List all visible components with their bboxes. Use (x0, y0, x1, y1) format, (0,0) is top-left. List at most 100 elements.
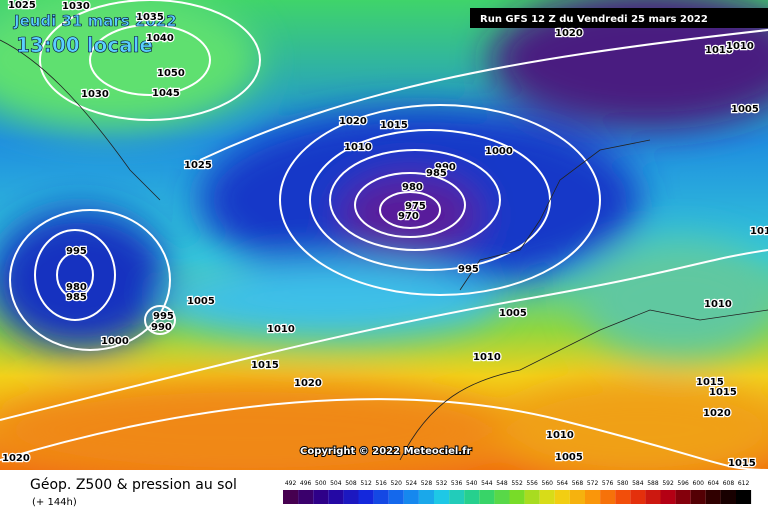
scale-swatch (615, 490, 631, 504)
isobar-label: 1035 (136, 12, 164, 23)
scale-label: 524 (406, 480, 418, 487)
isobar-label: 990 (435, 162, 456, 173)
scale-swatch (373, 490, 389, 504)
run-banner (470, 8, 768, 28)
scale-label: 592 (662, 480, 674, 487)
scale-swatch (509, 490, 525, 504)
isobar-label: 1000 (101, 336, 129, 347)
scale-label: 588 (647, 480, 659, 487)
scale-label: 504 (330, 480, 342, 487)
scale-swatch (283, 490, 299, 504)
scale-swatch (645, 490, 661, 504)
scale-label: 544 (481, 480, 493, 487)
isobar-label: 1025 (8, 0, 36, 11)
scale-label: 520 (391, 480, 403, 487)
isobar-label: 1000 (485, 146, 513, 157)
isobar-label: 970 (398, 211, 419, 222)
isobar-label: 1015 (728, 458, 756, 469)
scale-swatch (449, 490, 465, 504)
scale-swatch (675, 490, 691, 504)
scale-label: 528 (421, 480, 433, 487)
scale-swatch (660, 490, 676, 504)
scale-swatch (585, 490, 601, 504)
isobar-label: 1010 (546, 430, 574, 441)
scale-swatch (343, 490, 359, 504)
scale-swatch (479, 490, 495, 504)
isobar-label: 1010 (473, 352, 501, 363)
scale-swatch (298, 490, 314, 504)
scale-label: 560 (542, 480, 554, 487)
isobar-label: 1015 (696, 377, 724, 388)
copyright: Copyright © 2022 Meteociel.fr (300, 446, 471, 457)
scale-label: 552 (511, 480, 523, 487)
scale-swatch (358, 490, 374, 504)
scale-label: 540 (466, 480, 478, 487)
isobar-label: 1010 (344, 142, 372, 153)
scale-label: 596 (677, 480, 689, 487)
scale-label: 580 (617, 480, 629, 487)
isobars (0, 0, 768, 470)
scale-swatch (630, 490, 646, 504)
scale-label: 600 (693, 480, 705, 487)
scale-swatch (328, 490, 344, 504)
isobar-label: 1010 (726, 41, 754, 52)
scale-swatch (388, 490, 404, 504)
scale-label: 516 (375, 480, 387, 487)
forecast-date: Jeudi 31 mars 2022 (13, 12, 177, 30)
scale-label: 576 (602, 480, 614, 487)
isobar-label: 1010 (705, 45, 733, 56)
scale-swatch (524, 490, 540, 504)
scale-label: 492 (285, 480, 297, 487)
scale-label: 604 (708, 480, 720, 487)
scale-swatch (464, 490, 480, 504)
scale-label: 512 (360, 480, 372, 487)
isobar-label: 995 (66, 246, 87, 257)
isobar-label: 1005 (187, 296, 215, 307)
scale-label: 500 (315, 480, 327, 487)
isobar-label: 1010 (267, 324, 295, 335)
scale-swatch (720, 490, 736, 504)
scale-swatch (600, 490, 616, 504)
isobar-label: 1005 (555, 452, 583, 463)
scale-swatch (418, 490, 434, 504)
forecast-time: 13:00 locale (16, 33, 153, 57)
isobar-label: 985 (66, 292, 87, 303)
isobar-label: 1020 (2, 453, 30, 464)
isobar-label: 1015 (709, 387, 737, 398)
isobar-label: 1010 (704, 299, 732, 310)
isobar-label: 1020 (339, 116, 367, 127)
isobar-label: 985 (426, 168, 447, 179)
scale-label: 536 (451, 480, 463, 487)
isobar-label: 1030 (81, 89, 109, 100)
scale-label: 608 (723, 480, 735, 487)
scale-label: 508 (345, 480, 357, 487)
footer-lead: (+ 144h) (32, 497, 77, 508)
isobar-label: 101 (750, 226, 768, 237)
run-info: Run GFS 12 Z du Vendredi 25 mars 2022 (480, 14, 708, 25)
scale-label: 496 (300, 480, 312, 487)
isobar-label: 1045 (152, 88, 180, 99)
isobar-label: 1025 (184, 160, 212, 171)
isobar-label: 1005 (731, 104, 759, 115)
isobar-label: 995 (458, 264, 479, 275)
isobar-label: 975 (405, 201, 426, 212)
scale-swatch (403, 490, 419, 504)
scale-label: 548 (496, 480, 508, 487)
scale-swatch (434, 490, 450, 504)
scale-label: 556 (526, 480, 538, 487)
isobar-label: 1015 (380, 120, 408, 131)
isobar-label: 1050 (157, 68, 185, 79)
scale-label: 568 (572, 480, 584, 487)
scale-swatch (313, 490, 329, 504)
scale-label: 584 (632, 480, 644, 487)
scale-label: 532 (436, 480, 448, 487)
footer-title: Géop. Z500 & pression au sol (30, 477, 237, 493)
scale-swatch (539, 490, 555, 504)
scale-swatch (569, 490, 585, 504)
isobar-label: 1020 (294, 378, 322, 389)
isobar-label: 1005 (499, 308, 527, 319)
isobar-label: 1015 (251, 360, 279, 371)
scale-label: 564 (557, 480, 569, 487)
isobar-label: 1020 (703, 408, 731, 419)
